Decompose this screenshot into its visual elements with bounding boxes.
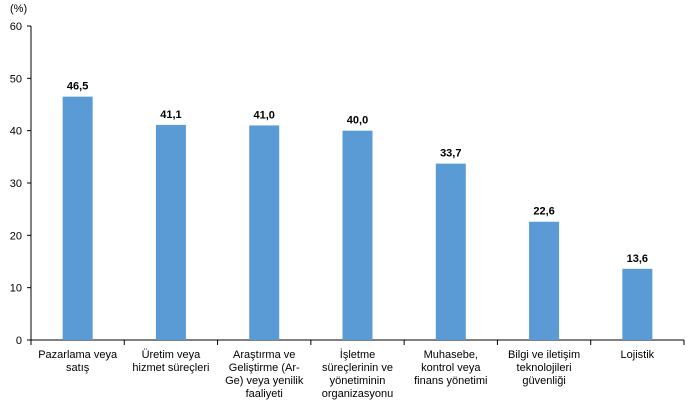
data-label: 13,6 xyxy=(627,253,648,265)
x-tick-label: kontrol veya xyxy=(421,362,481,374)
y-tick-label: 50 xyxy=(10,73,22,85)
y-tick-label: 60 xyxy=(10,21,22,33)
x-tick-label: organizasyonu xyxy=(322,388,394,400)
x-tick-label: finans yönetimi xyxy=(414,375,487,387)
bar xyxy=(62,96,93,341)
data-label: 41,1 xyxy=(160,109,181,121)
x-tick-label: teknolojileri xyxy=(517,362,572,374)
bar xyxy=(622,268,653,340)
y-tick-label: 20 xyxy=(10,230,22,242)
bar xyxy=(529,221,560,340)
x-tick-label: Bilgi ve iletişim xyxy=(508,349,580,361)
y-tick-label: 40 xyxy=(10,126,22,138)
data-label: 40,0 xyxy=(347,115,368,127)
x-tick-label: Geliştirme (Ar- xyxy=(229,362,300,374)
y-tick-label: 30 xyxy=(10,178,22,190)
bar xyxy=(155,124,186,340)
data-label: 22,6 xyxy=(533,206,554,218)
x-tick-label: hizmet süreçleri xyxy=(132,362,209,374)
x-tick-label: yönetiminin xyxy=(330,375,386,387)
x-tick-label: Lojistik xyxy=(621,349,655,361)
bar xyxy=(435,163,466,340)
x-tick-label: Pazarlama veya xyxy=(38,349,118,361)
x-tick-label: Araştırma ve xyxy=(233,349,295,361)
data-label: 33,7 xyxy=(440,148,461,160)
x-tick-label: Ge) veya yenilik xyxy=(225,375,304,387)
x-tick-label: faaliyeti xyxy=(246,388,283,400)
bar xyxy=(342,130,373,340)
data-label: 46,5 xyxy=(67,81,88,93)
x-tick-label: Muhasebe, xyxy=(424,349,478,361)
data-label: 41,0 xyxy=(254,109,275,121)
unit-label: (%) xyxy=(10,3,27,15)
x-tick-label: satış xyxy=(66,362,90,374)
y-tick-label: 10 xyxy=(10,283,22,295)
x-tick-label: süreçlerinin ve xyxy=(322,362,393,374)
x-tick-label: Üretim veya xyxy=(142,349,202,361)
x-tick-label: güvenliği xyxy=(522,375,565,387)
y-tick-label: 0 xyxy=(16,335,22,347)
bar xyxy=(249,125,280,340)
x-tick-label: İşletme xyxy=(340,348,375,361)
